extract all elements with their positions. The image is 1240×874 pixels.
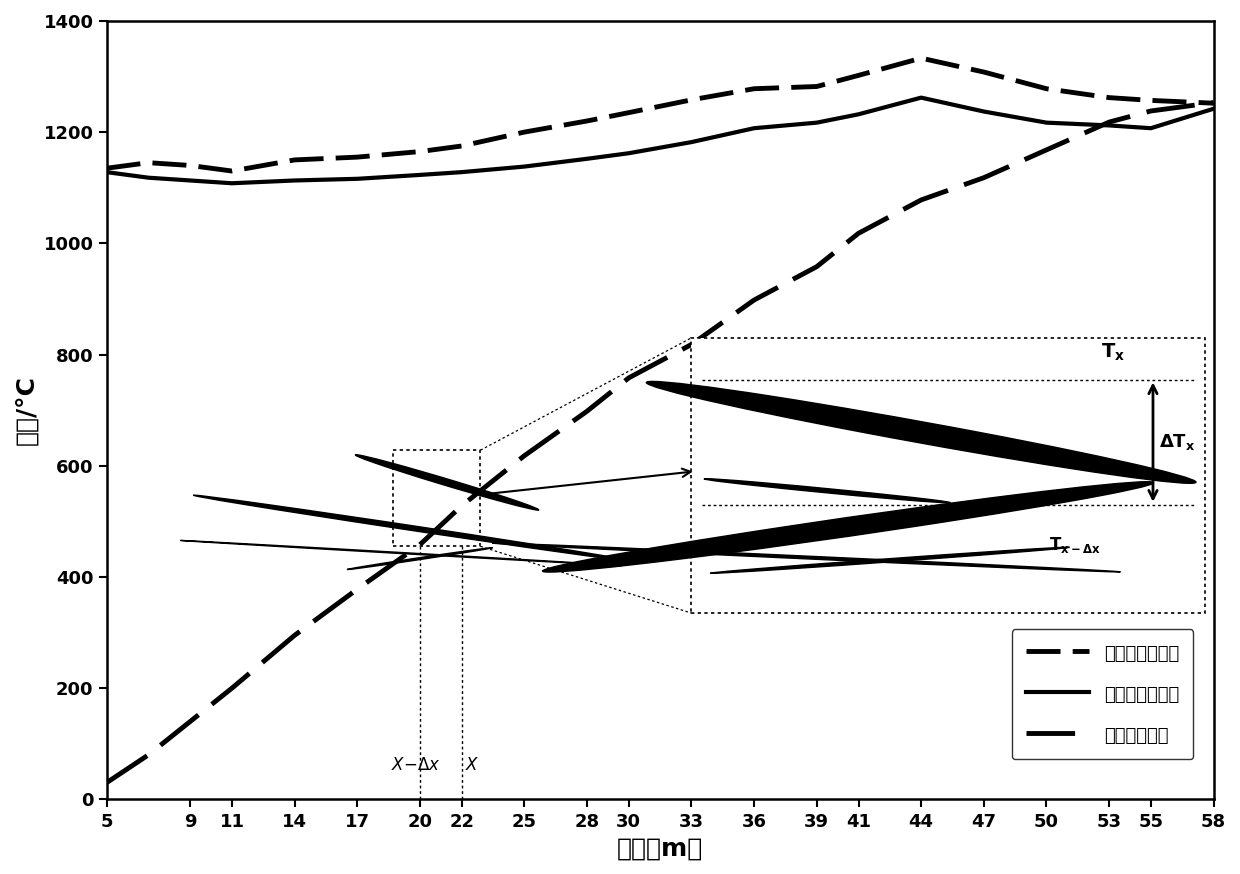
Ellipse shape: [180, 540, 622, 565]
X-axis label: 距离（m）: 距离（m）: [618, 836, 703, 860]
Y-axis label: 温度/°C: 温度/°C: [14, 375, 38, 445]
Text: $\mathbf{T_{x-\Delta x}}$: $\mathbf{T_{x-\Delta x}}$: [1049, 535, 1100, 555]
Bar: [393, 450, 480, 546]
Text: $\mathbf{\Delta T_x}$: $\mathbf{\Delta T_x}$: [1159, 432, 1195, 452]
Bar: [692, 338, 1205, 613]
Text: $\mathbf{T_x}$: $\mathbf{T_x}$: [1101, 342, 1125, 363]
Text: $X$: $X$: [465, 756, 480, 774]
Ellipse shape: [193, 496, 630, 561]
Ellipse shape: [543, 482, 1153, 572]
Ellipse shape: [347, 548, 492, 570]
Ellipse shape: [711, 547, 1069, 573]
Ellipse shape: [492, 543, 1121, 572]
Ellipse shape: [356, 454, 539, 510]
Ellipse shape: [646, 381, 1195, 483]
Text: $X\mathrm{-}\Delta x$: $X\mathrm{-}\Delta x$: [391, 756, 440, 774]
Ellipse shape: [704, 479, 950, 503]
Legend: 鉢念上表面温度, 鉢念下表面温度, 鉢念中心温度: 鉢念上表面温度, 鉢念下表面温度, 鉢念中心温度: [1012, 629, 1193, 760]
